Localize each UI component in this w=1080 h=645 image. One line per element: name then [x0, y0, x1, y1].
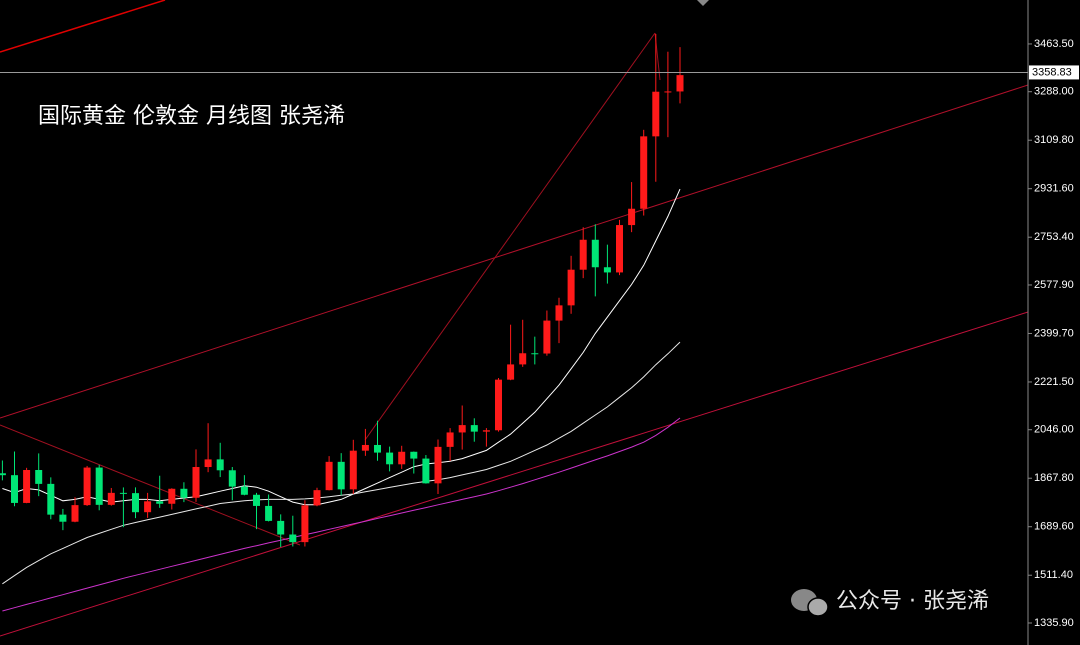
candle-body: [482, 430, 490, 432]
candle-body: [253, 494, 260, 506]
candle-body: [119, 492, 127, 494]
y-tick-label: 3109.80: [1034, 134, 1074, 146]
candle-body: [313, 490, 321, 506]
candle-body: [265, 505, 273, 521]
y-tick-label: 3288.00: [1034, 86, 1074, 98]
candle-body: [156, 501, 164, 504]
candle-body: [531, 353, 539, 355]
trendline: [364, 32, 656, 441]
candle-body: [277, 520, 285, 535]
candle-body: [47, 483, 55, 515]
watermark-icon: [791, 589, 829, 617]
candle-body: [507, 364, 515, 380]
candle-body: [495, 379, 502, 431]
candle-body: [35, 470, 43, 484]
trendline: [0, 0, 166, 53]
y-tick-label: 1867.80: [1034, 472, 1074, 484]
candle-body: [386, 452, 394, 465]
candle-body: [216, 459, 224, 471]
shift-marker: [697, 0, 709, 6]
candle-body: [228, 470, 236, 487]
candle-body: [470, 425, 478, 432]
candle-body: [107, 492, 115, 505]
candle-body: [240, 486, 248, 495]
candle-body: [83, 467, 91, 506]
icon: [807, 597, 829, 617]
moving-average: [2, 188, 681, 506]
candle-body: [458, 425, 466, 433]
candle-body: [59, 514, 67, 522]
candle-body: [180, 488, 188, 498]
candle-body: [168, 488, 176, 504]
current-price-box: [1029, 65, 1079, 80]
candle-body: [23, 470, 31, 503]
y-tick-label: 2931.60: [1034, 183, 1074, 195]
y-tick-label: 2399.70: [1034, 327, 1074, 339]
candle-body: [0, 473, 6, 476]
candle-body: [652, 91, 660, 137]
candle-body: [591, 239, 599, 268]
moving-average: [2, 417, 681, 612]
chart-title: 国际黄金 伦敦金 月线图 张尧浠: [38, 104, 345, 129]
candle-body: [567, 269, 575, 306]
y-tick-label: 2753.40: [1034, 231, 1074, 243]
trendline: [0, 311, 1029, 637]
candle-body: [640, 136, 648, 209]
candle-body: [410, 451, 418, 459]
y-tick-label: 2046.00: [1034, 424, 1074, 436]
y-tick-label: 1689.60: [1034, 521, 1074, 533]
trendline: [0, 424, 301, 546]
y-tick-label: 1335.90: [1034, 617, 1074, 629]
candle-body: [325, 461, 333, 491]
y-tick-label: 1511.40: [1034, 569, 1073, 581]
candle-body: [422, 458, 430, 484]
candle-body: [519, 353, 527, 365]
candle-body: [144, 501, 152, 513]
candle-body: [95, 467, 103, 505]
candle-body: [603, 267, 611, 273]
candle-body: [301, 505, 309, 543]
candle-body: [543, 320, 551, 354]
current-price-label: 3358.83: [1032, 66, 1072, 78]
trendline: [0, 84, 1029, 419]
y-tick-label: 2221.50: [1034, 376, 1074, 388]
candle-body: [349, 450, 357, 490]
y-tick-label: 3463.50: [1034, 38, 1074, 50]
candle-body: [374, 444, 381, 453]
candle-body: [628, 208, 636, 226]
candle-body: [398, 451, 406, 465]
y-tick-label: 2577.90: [1034, 279, 1074, 291]
candle-body: [555, 305, 563, 321]
candle-body: [361, 444, 369, 451]
candle-body: [337, 461, 345, 490]
candle-body: [446, 432, 454, 447]
candle-body: [616, 225, 623, 273]
candle-body: [289, 534, 297, 543]
candle-body: [664, 91, 672, 93]
watermark: 公众号 · 张尧浠: [836, 589, 989, 614]
candle-body: [132, 493, 139, 513]
candle-body: [434, 446, 442, 484]
candle-body: [676, 75, 684, 92]
candle-body: [204, 459, 212, 468]
candle-body: [192, 467, 200, 498]
candle-body: [579, 239, 587, 270]
candle-body: [71, 505, 79, 522]
candle-body: [11, 475, 18, 503]
